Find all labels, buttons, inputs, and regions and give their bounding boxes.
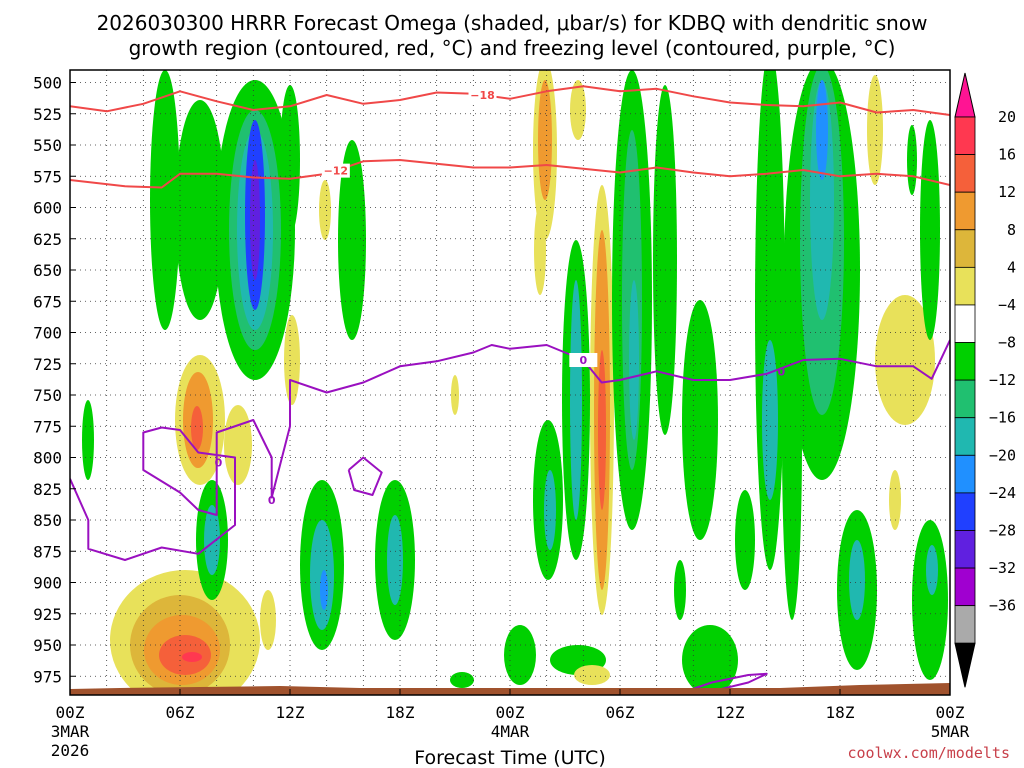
x-tick-date: 5MAR [931, 722, 970, 741]
colorbar-tick-label: −12 [989, 371, 1016, 389]
y-tick-label: 575 [33, 167, 62, 186]
colorbar-tick-label: −16 [989, 409, 1016, 427]
contour-label-freezing: 0 [215, 457, 223, 470]
y-tick-label: 850 [33, 511, 62, 530]
contour-freezing-level-arc-12z-4mar [674, 672, 768, 695]
colorbar-bin [954, 154, 976, 193]
colorbar-bin [954, 605, 976, 644]
contour-label-freezing: 0 [268, 494, 276, 507]
colorbar-bin [954, 266, 976, 306]
omega-region-sink-10z-24 [250, 160, 260, 280]
y-tick-label: 800 [33, 449, 62, 468]
colorbar-bottom-arrow [954, 642, 976, 688]
plot-area: −18 −12 0 0 0 0 [70, 70, 950, 695]
y-tick-label: 625 [33, 230, 62, 249]
omega-region-midlevel-rise-16 [191, 406, 203, 450]
x-tick-label: 18Z [826, 703, 855, 722]
colorbar-bin [954, 116, 976, 155]
x-tick-date: 3MAR [51, 722, 90, 741]
x-tick-label: 18Z [386, 703, 415, 722]
credit-text: coolwx.com/modelts [847, 744, 1010, 762]
colorbar-tick-label: −20 [989, 446, 1016, 464]
colorbar-bin [954, 304, 976, 343]
colorbar-bin [954, 567, 976, 607]
chart-title-line-2: growth region (contoured, red, °C) and f… [129, 36, 896, 60]
colorbar-bin [954, 379, 976, 419]
contour-label-freezing: 0 [778, 365, 786, 378]
colorbar-bin [954, 417, 976, 456]
x-tick-label: 00Z [936, 703, 965, 722]
y-tick-label: 500 [33, 74, 62, 93]
x-tick-label: 06Z [606, 703, 635, 722]
colorbar-tick-label: −28 [989, 521, 1016, 539]
colorbar-tick-label: 20 [998, 108, 1016, 126]
colorbar-bin [954, 342, 976, 381]
y-tick-label: 600 [33, 199, 62, 218]
omega-shading [82, 70, 948, 695]
colorbar-tick-label: −36 [989, 597, 1016, 615]
y-tick-label: 775 [33, 417, 62, 436]
y-tick-label: 975 [33, 667, 62, 686]
colorbar-tick-label: 16 [998, 146, 1016, 164]
contour-label-bg [569, 353, 598, 367]
contour-label: −18 [470, 89, 495, 102]
x-axis-title: Forecast Time (UTC) [414, 747, 605, 768]
x-tick-label: 06Z [166, 703, 195, 722]
x-tick-year: 2026 [51, 741, 90, 760]
colorbar-tick-label: −32 [989, 559, 1016, 577]
colorbar-bin [954, 191, 976, 231]
colorbar-tick-label: −4 [998, 296, 1016, 314]
y-tick-label: 750 [33, 386, 62, 405]
colorbar-top-arrow [954, 72, 976, 118]
colorbar-tick-label: 8 [1007, 221, 1016, 239]
colorbar: 20 16 12 8 4 −4 −8 −12 −16 −20 −24 −28 −32 −36 [954, 72, 1016, 688]
y-tick-label: 900 [33, 574, 62, 593]
y-tick-label: 650 [33, 261, 62, 280]
omega-region-sink-17z-12 [810, 80, 834, 320]
omega-region-sink-17z-16 [816, 80, 828, 180]
x-tick-label: 12Z [276, 703, 305, 722]
x-tick-label: 00Z [56, 703, 85, 722]
colorbar-bin [954, 530, 976, 569]
y-tick-label: 825 [33, 480, 62, 499]
contour-freezing-level-loop-15z-3mar [347, 456, 383, 496]
y-tick-label: 925 [33, 605, 62, 624]
x-tick-label: 12Z [716, 703, 745, 722]
x-tick-label: 00Z [496, 703, 525, 722]
y-tick-label: 675 [33, 292, 62, 311]
y-tick-label: 950 [33, 636, 62, 655]
y-tick-label: 525 [33, 105, 62, 124]
colorbar-tick-label: 12 [998, 183, 1016, 201]
y-tick-label: 700 [33, 324, 62, 343]
contours: −18 −12 0 0 0 0 [70, 85, 950, 695]
colorbar-bin [954, 454, 976, 494]
chart-title-line-1: 2026030300 HRRR Forecast Omega (shaded, … [97, 11, 928, 35]
gridlines [70, 70, 950, 695]
y-tick-label: 550 [33, 136, 62, 155]
contour-dendritic-minus-18 [70, 85, 950, 116]
x-tick-date: 4MAR [491, 722, 530, 741]
contour-label: 0 [580, 354, 588, 367]
colorbar-tick-label: −8 [998, 334, 1016, 352]
y-tick-label: 725 [33, 355, 62, 374]
y-tick-label: 875 [33, 542, 62, 561]
omega-region-lowlevel-rise-20 [182, 652, 202, 662]
colorbar-bin [954, 229, 976, 268]
contour-dendritic-minus-12 [70, 159, 950, 189]
y-axis: 500 525 550 575 600 625 650 675 700 725 750 775 800 8… [33, 74, 76, 686]
contour-label: −12 [324, 165, 349, 178]
contour-freezing-level-0 [70, 339, 950, 561]
colorbar-bin [954, 492, 976, 531]
colorbar-tick-label: −24 [989, 484, 1016, 502]
colorbar-tick-label: 4 [1007, 258, 1016, 276]
contour-label-bg [321, 163, 350, 178]
contour-label-bg [468, 88, 497, 102]
